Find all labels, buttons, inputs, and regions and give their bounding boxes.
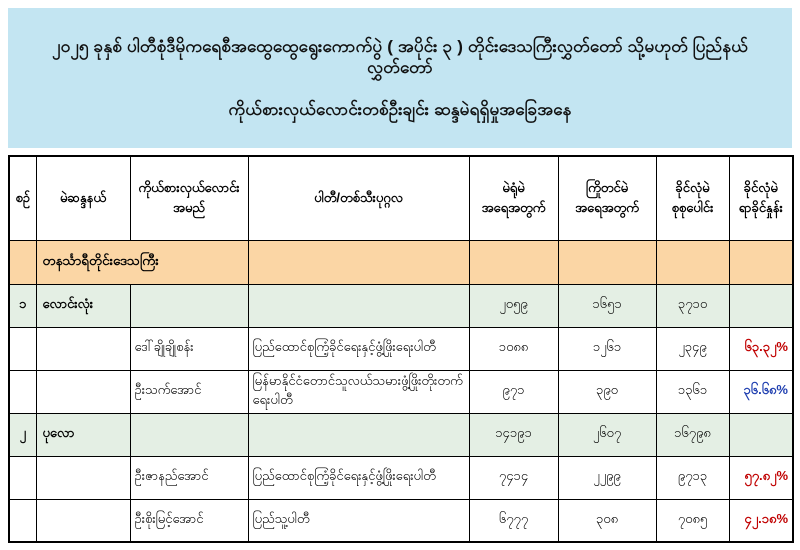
col-header-candidate-name: ကိုယ်စားလှယ်လောင်း အမည် (129, 155, 249, 241)
table-row-constituency-palaw: ၂ ပုလော ၁၄၁၉၁ ၂၆၀၇ ၁၆၇၉၈ (8, 412, 794, 457)
party-cell (247, 412, 470, 457)
percent-cell: ၅၇.၈၂% (728, 455, 794, 500)
valid-total-cell: ၉၇၁၃ (655, 455, 730, 500)
candidate-cell (129, 412, 249, 457)
advance-votes-cell: ၁၆၅၁ (557, 283, 657, 328)
booth-votes-cell: ၆၇၇၇ (468, 498, 559, 543)
col-header-valid-total: ခိုင်လုံမဲ စုစုပေါင်း (655, 155, 730, 241)
candidate-cell: ဒေါ်ချိုချိုစန်း (129, 326, 249, 371)
booth-votes-cell: ၇၄၁၄ (468, 455, 559, 500)
constituency-cell (35, 369, 131, 414)
region-label: တနင်္သာရီတိုင်းဒေသကြီး (35, 239, 249, 285)
title-banner: ၂၀၂၅ ခုနှစ် ပါတီစုံဒီမိုကရေစီအထွေထွေရွေး… (8, 8, 792, 148)
col-header-seq: စဉ် (8, 155, 37, 241)
seq-cell: ၁ (8, 283, 37, 328)
table-row-candidate: ဦးသက်အောင် မြန်မာနိုင်ငံတောင်သူလယ်သမားဖွ… (8, 369, 794, 414)
col-header-party: ပါတီ/တစ်သီးပုဂ္ဂလ (247, 155, 470, 241)
party-cell: ပြည်ထောင်စုကြံ့ခိုင်ရေးနှင့်ဖွံ့ဖြိုးရေး… (247, 455, 470, 500)
advance-votes-cell: ၂၆၀၇ (557, 412, 657, 457)
table-row-candidate: ဦးစိုးမြင့်အောင် ပြည်သူ့ပါတီ ၆၇၇၇ ၃၀၈ ၇၀… (8, 498, 794, 543)
constituency-cell (35, 498, 131, 543)
candidate-cell (129, 283, 249, 328)
region-seq-cell (8, 239, 37, 285)
region-row: တနင်္သာရီတိုင်းဒေသကြီး (8, 239, 794, 285)
title-line-1: ၂၀၂၅ ခုနှစ် ပါတီစုံဒီမိုကရေစီအထွေထွေရွေး… (52, 37, 748, 78)
advance-votes-cell: ၃၉၀ (557, 369, 657, 414)
results-table: စဉ် မဲဆန္ဒနယ် ကိုယ်စားလှယ်လောင်း အမည် ပါ… (8, 155, 794, 543)
percent-cell: ၆၃.၃၂% (728, 326, 794, 371)
valid-total-cell: ၁၃၆၁ (655, 369, 730, 414)
seq-cell: ၂ (8, 412, 37, 457)
booth-votes-cell: ၉၇၁ (468, 369, 559, 414)
candidate-cell: ဦးသက်အောင် (129, 369, 249, 414)
booth-votes-cell: ၂၀၅၉ (468, 283, 559, 328)
table-row-candidate: ဒေါ်ချိုချိုစန်း ပြည်ထောင်စုကြံ့ခိုင်ရေး… (8, 326, 794, 371)
valid-total-cell: ၂၃၄၉ (655, 326, 730, 371)
booth-votes-cell: ၁၄၁၉၁ (468, 412, 559, 457)
valid-total-cell: ၇၀၈၅ (655, 498, 730, 543)
constituency-cell (35, 326, 131, 371)
col-header-constituency: မဲဆန္ဒနယ် (35, 155, 131, 241)
party-cell: ပြည်သူ့ပါတီ (247, 498, 470, 543)
advance-votes-cell: ၂၂၉၉ (557, 455, 657, 500)
table-row-constituency-launglon: ၁ လောင်းလုံး ၂၀၅၉ ၁၆၅၁ ၃၇၁၀ (8, 283, 794, 328)
advance-votes-cell: ၁၂၆၁ (557, 326, 657, 371)
col-header-booth-votes: မဲရုံမဲ အရေအတွက် (468, 155, 559, 241)
party-cell: ပြည်ထောင်စုကြံ့ခိုင်ရေးနှင့်ဖွံ့ဖြိုးရေး… (247, 326, 470, 371)
table-header-row: စဉ် မဲဆန္ဒနယ် ကိုယ်စားလှယ်လောင်း အမည် ပါ… (8, 155, 794, 241)
table-row-candidate: ဦးဇာနည်အောင် ပြည်ထောင်စုကြံ့ခိုင်ရေးနှင့… (8, 455, 794, 500)
title-line-2: ကိုယ်စားလှယ်လောင်းတစ်ဦးချင်း ဆန္ဒမဲရရှိမ… (228, 99, 572, 119)
percent-cell (728, 283, 794, 328)
seq-cell (8, 455, 37, 500)
candidate-cell: ဦးစိုးမြင့်အောင် (129, 498, 249, 543)
percent-cell: ၄၂.၁၈% (728, 498, 794, 543)
seq-cell (8, 498, 37, 543)
valid-total-cell: ၁၆၇၉၈ (655, 412, 730, 457)
seq-cell (8, 369, 37, 414)
percent-cell (728, 412, 794, 457)
col-header-advance-votes: ကြိုတင်မဲ အရေအတွက် (557, 155, 657, 241)
valid-total-cell: ၃၇၁၀ (655, 283, 730, 328)
percent-cell: ၃၆.၆၈% (728, 369, 794, 414)
party-cell: မြန်မာနိုင်ငံတောင်သူလယ်သမားဖွံ့ဖြိုးတိုး… (247, 369, 470, 414)
candidate-cell: ဦးဇာနည်အောင် (129, 455, 249, 500)
booth-votes-cell: ၁၀၈၈ (468, 326, 559, 371)
party-cell (247, 283, 470, 328)
seq-cell (8, 326, 37, 371)
col-header-valid-percent: ခိုင်လုံမဲ ရာခိုင်နှုန်း (728, 155, 794, 241)
constituency-cell (35, 455, 131, 500)
constituency-cell: ပုလော (35, 412, 131, 457)
advance-votes-cell: ၃၀၈ (557, 498, 657, 543)
constituency-cell: လောင်းလုံး (35, 283, 131, 328)
